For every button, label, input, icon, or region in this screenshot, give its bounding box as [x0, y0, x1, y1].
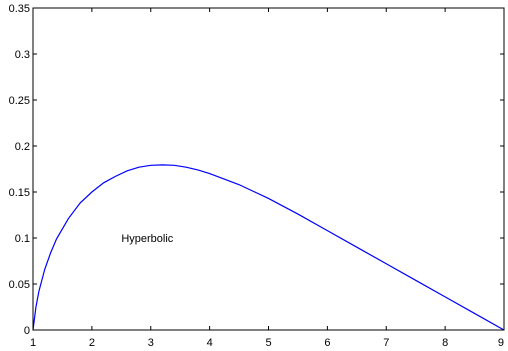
- annotation-hyperbolic: Hyperbolic: [121, 233, 173, 245]
- x-tick-label: 2: [89, 337, 95, 349]
- x-tick-label: 3: [148, 337, 154, 349]
- y-tick-label: 0.3: [15, 49, 30, 61]
- y-tick-label: 0.1: [15, 233, 30, 245]
- y-tick-label: 0.2: [15, 141, 30, 153]
- x-tick-label: 6: [324, 337, 330, 349]
- y-tick-label: 0: [24, 325, 30, 337]
- x-tick-label: 9: [498, 337, 504, 349]
- ticks-group: [32, 7, 505, 331]
- series-line-hyperbolic: [32, 164, 505, 331]
- y-tick-label: 0.25: [9, 95, 30, 107]
- x-tick-label: 1: [30, 337, 36, 349]
- x-tick-label: 5: [265, 337, 271, 349]
- plot-frame: [32, 7, 505, 331]
- x-tick-label: 7: [383, 337, 389, 349]
- x-tick-label: 4: [207, 337, 213, 349]
- x-tick-label: 8: [442, 337, 448, 349]
- y-tick-label: 0.15: [9, 187, 30, 199]
- y-tick-label: 0.05: [9, 279, 30, 291]
- tick-labels-group: 1 2 3 4 5 6 7 8 9 0 0.05 0.1 0.15 0.2 0.25 0.3 0.35: [9, 3, 504, 349]
- y-tick-label: 0.35: [9, 3, 30, 15]
